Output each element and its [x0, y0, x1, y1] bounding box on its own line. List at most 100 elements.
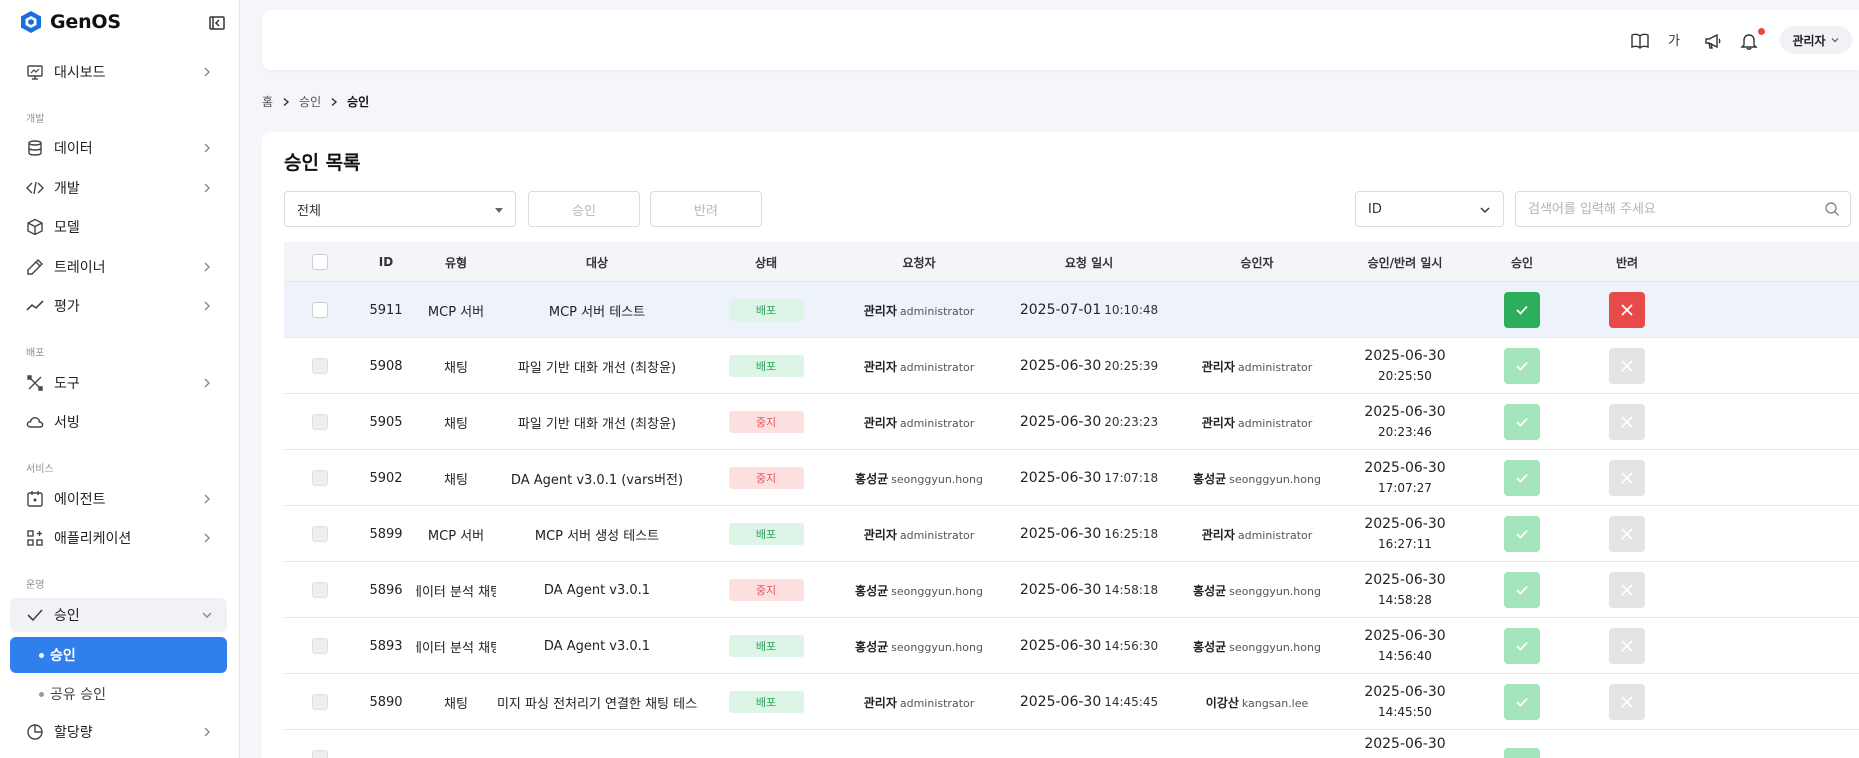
- chevron-right-icon: [204, 67, 210, 77]
- reject-button[interactable]: [1609, 404, 1645, 440]
- status-cell: 배포: [698, 282, 834, 338]
- sidebar-subitem-shared-approval[interactable]: 공유 승인: [10, 676, 227, 712]
- sidebar-item-label: 모델: [54, 220, 80, 236]
- sidebar-item-serving[interactable]: 서빙: [10, 405, 227, 439]
- bell-icon[interactable]: [1739, 31, 1759, 51]
- sidebar-item-label: 애플리케이션: [54, 531, 132, 547]
- decided-at: 2025-06-30 16:27:11: [1364, 514, 1445, 554]
- page-title: 승인 목록: [284, 152, 361, 174]
- approver-name: 홍성균: [1193, 639, 1227, 654]
- search-field-select[interactable]: ID: [1355, 191, 1504, 227]
- user-menu-button[interactable]: 관리자: [1780, 26, 1852, 54]
- select-all-checkbox[interactable]: [312, 254, 328, 270]
- table-row[interactable]: 5911 MCP 서버 MCP 서버 테스트 배포 관리자 administrator 20…: [284, 282, 1859, 338]
- table-row[interactable]: 5908 채팅 파일 기반 대화 개선 (최창윤) 배포 관리자 administrato…: [284, 338, 1859, 394]
- decided-time: 14:58:28: [1378, 593, 1432, 607]
- row-id: 5905: [369, 414, 403, 430]
- row-checkbox[interactable]: [312, 638, 328, 654]
- table-row[interactable]: 5905 채팅 파일 기반 대화 개선 (최창윤) 중지 관리자 administrato…: [284, 394, 1859, 450]
- id-cell: 5896: [356, 562, 416, 618]
- row-checkbox[interactable]: [312, 414, 328, 430]
- sidebar-subitem-approval[interactable]: 승인: [10, 637, 227, 673]
- sidebar-item-data[interactable]: 데이터: [10, 131, 227, 165]
- sidebar-item-model[interactable]: 모델: [10, 210, 227, 244]
- table-row[interactable]: 5899 MCP 서버 MCP 서버 생성 테스트 배포 관리자 administrato…: [284, 506, 1859, 562]
- header-reject: 반려: [1615, 255, 1639, 270]
- megaphone-icon[interactable]: [1703, 31, 1723, 51]
- sidebar-item-label: 개발: [54, 181, 80, 197]
- row-target: DA Agent v3.0.1 (vars버전): [510, 472, 684, 488]
- row-checkbox[interactable]: [312, 582, 328, 598]
- target-cell: MCP 서버 테스트: [496, 282, 698, 338]
- sidebar-collapse-icon[interactable]: [208, 14, 226, 32]
- reject-cell: [1574, 506, 1680, 562]
- requested-at-cell: 2025-06-30 20:23:23: [1004, 394, 1174, 450]
- bulk-reject-button[interactable]: 반려: [650, 191, 762, 227]
- sidebar-item-eval[interactable]: 평가: [10, 289, 227, 323]
- row-checkbox[interactable]: [312, 470, 328, 486]
- sidebar-item-quota[interactable]: 할당량: [10, 715, 227, 749]
- row-checkbox[interactable]: [312, 750, 328, 758]
- breadcrumb-home[interactable]: 홈: [262, 95, 274, 109]
- book-icon[interactable]: [1630, 31, 1650, 51]
- approve-button[interactable]: [1504, 684, 1540, 720]
- row-checkbox[interactable]: [312, 358, 328, 374]
- sidebar-item-dev[interactable]: 개발: [10, 171, 227, 205]
- reject-button[interactable]: [1609, 572, 1645, 608]
- sidebar-item-dashboard[interactable]: 대시보드: [10, 55, 227, 89]
- reject-button[interactable]: [1609, 348, 1645, 384]
- status-cell: 중지: [698, 450, 834, 506]
- requester-cell: 홍성균 seonggyun.hong: [834, 618, 1004, 674]
- approve-cell: [1470, 394, 1574, 450]
- sidebar-item-trainer[interactable]: 트레이너: [10, 250, 227, 284]
- search-input[interactable]: [1516, 192, 1806, 226]
- approve-button[interactable]: [1504, 404, 1540, 440]
- sidebar-item-agent[interactable]: 에이전트: [10, 482, 227, 516]
- decided-date: 2025-06-30: [1364, 460, 1446, 476]
- reject-button[interactable]: [1609, 460, 1645, 496]
- approve-button[interactable]: [1504, 460, 1540, 496]
- approve-button[interactable]: [1504, 748, 1540, 758]
- requester-cell: 관리자 administrator: [834, 674, 1004, 730]
- bulk-approve-button[interactable]: 승인: [528, 191, 640, 227]
- approve-cell: [1470, 730, 1574, 758]
- sidebar-item-apps[interactable]: 애플리케이션: [10, 521, 227, 555]
- approver-cell: 이강산 kangsan.lee: [1174, 674, 1340, 730]
- sidebar-item-approval[interactable]: 승인: [10, 598, 227, 632]
- breadcrumb-parent[interactable]: 승인: [299, 95, 322, 109]
- reject-button[interactable]: [1609, 292, 1645, 328]
- table-row[interactable]: 2025-06-30: [284, 730, 1859, 758]
- reject-button[interactable]: [1609, 516, 1645, 552]
- requested-date: 2025-06-30: [1019, 638, 1102, 654]
- requester: 홍성균 seonggyun.hong: [855, 470, 983, 487]
- row-type: 채팅: [444, 472, 468, 488]
- section-label-ops: 운영: [26, 580, 45, 591]
- approve-button[interactable]: [1504, 628, 1540, 664]
- row-checkbox[interactable]: [312, 526, 328, 542]
- chevron-right-icon: [331, 97, 338, 106]
- brand[interactable]: GenOS: [20, 10, 121, 34]
- row-type: 채팅: [444, 696, 468, 712]
- row-checkbox[interactable]: [312, 694, 328, 710]
- table-row[interactable]: 5902 채팅 DA Agent v3.0.1 (vars버전) 중지 홍성균 seong…: [284, 450, 1859, 506]
- decided-date: 2025-06-30: [1364, 404, 1446, 420]
- chevron-right-icon: [204, 143, 210, 153]
- approve-button[interactable]: [1504, 516, 1540, 552]
- table-row[interactable]: 5890 채팅 이미지 파싱 전처리기 연결한 채팅 테스트 배포 관리자 adminis…: [284, 674, 1859, 730]
- row-checkbox[interactable]: [312, 302, 328, 318]
- search-icon[interactable]: [1824, 201, 1840, 217]
- reject-button[interactable]: [1609, 628, 1645, 664]
- sidebar-item-tools[interactable]: 도구: [10, 366, 227, 400]
- language-toggle[interactable]: 가: [1668, 34, 1680, 49]
- reject-button[interactable]: [1609, 684, 1645, 720]
- status-filter-select[interactable]: 전체: [284, 191, 516, 227]
- id-cell: 5905: [356, 394, 416, 450]
- row-type: MCP 서버: [427, 528, 485, 544]
- requested-time: 14:56:30: [1104, 639, 1159, 653]
- approve-button[interactable]: [1504, 572, 1540, 608]
- approve-button[interactable]: [1504, 292, 1540, 328]
- sidebar-item-label: 대시보드: [54, 65, 106, 81]
- approve-button[interactable]: [1504, 348, 1540, 384]
